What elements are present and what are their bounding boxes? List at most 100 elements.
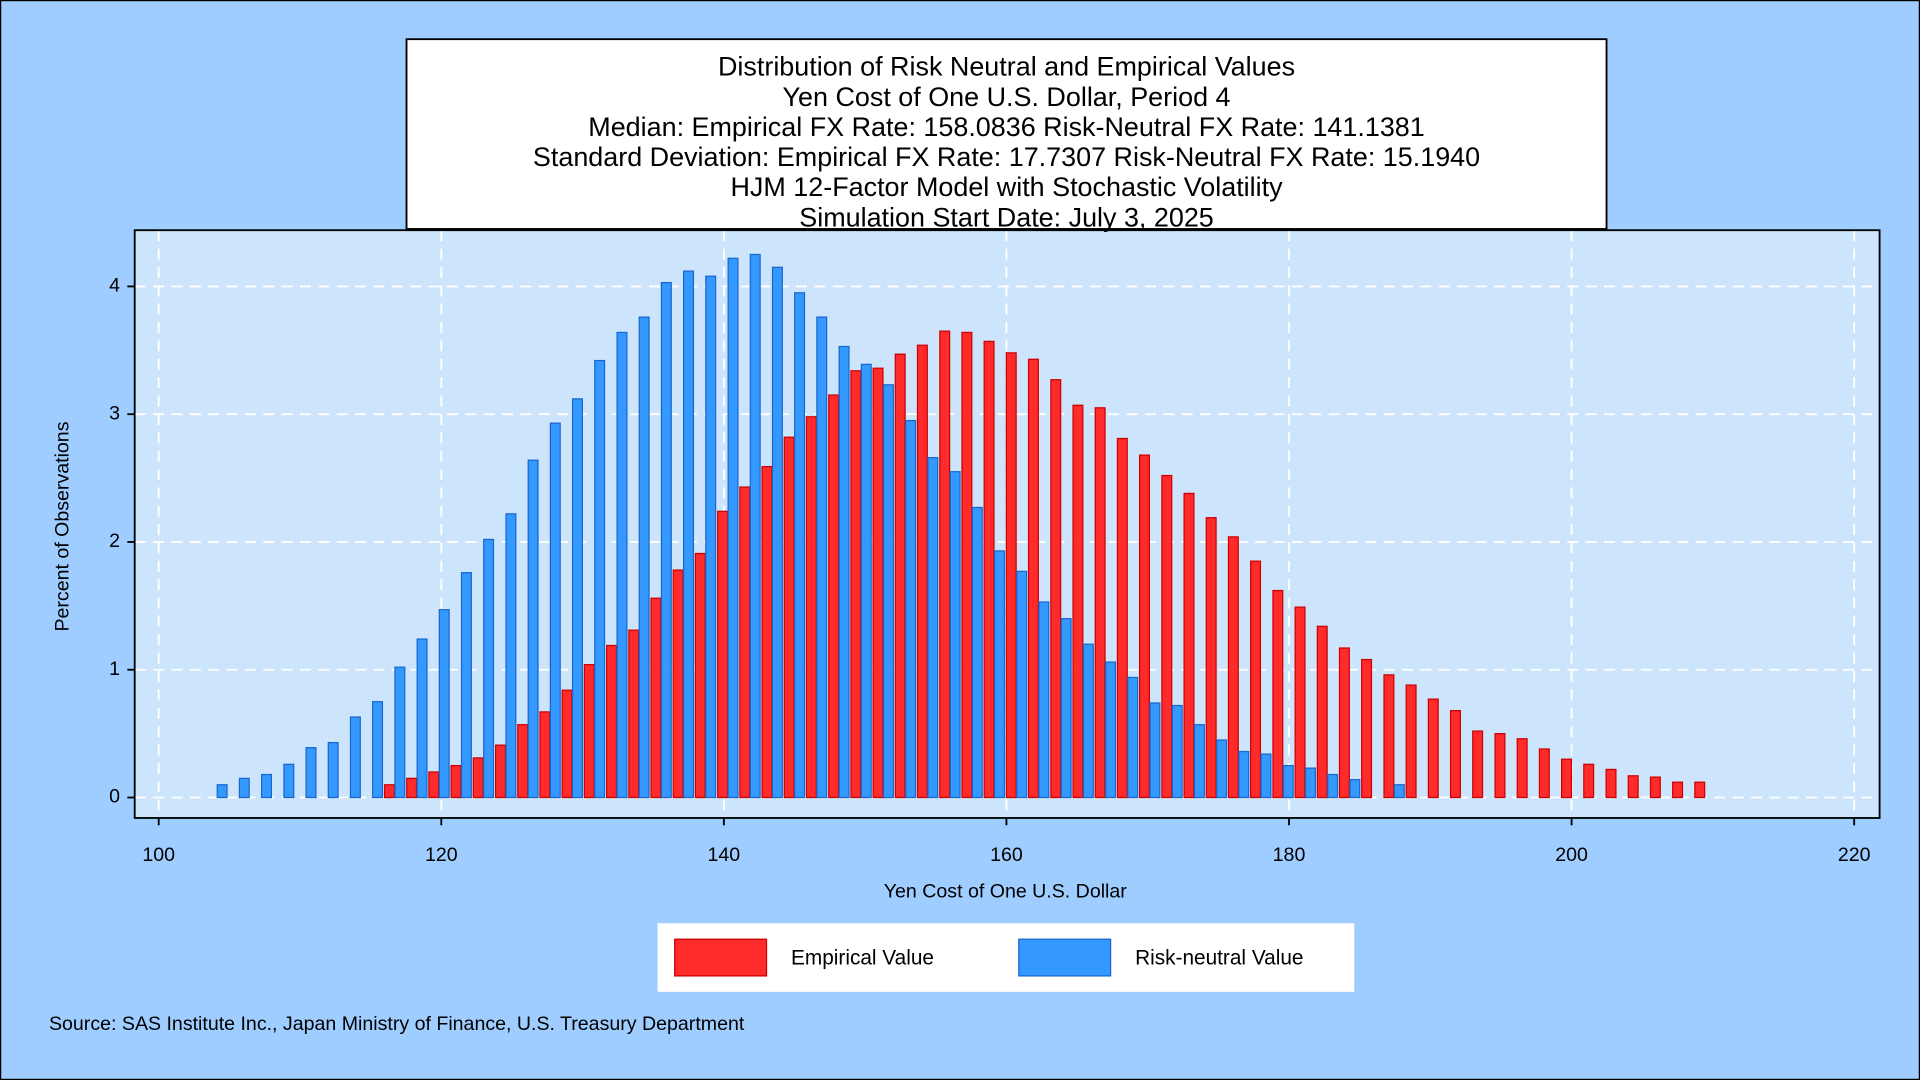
bar [238,777,250,799]
bar [1060,618,1072,799]
legend-label: Risk-neutral Value [1135,946,1303,969]
bar [394,666,406,799]
bar [872,367,884,799]
bar [383,784,395,799]
bar [1516,738,1528,799]
bar [527,459,539,799]
bar [850,370,862,799]
bar [1349,779,1361,799]
y-tick-label: 0 [109,786,120,808]
y-tick-label: 3 [109,402,120,424]
y-tick-label: 4 [109,275,120,297]
bar [694,552,706,799]
bar [1250,560,1262,799]
bar [1694,781,1706,799]
bar [1605,768,1617,799]
y-axis-label: Percent of Observations [52,421,74,631]
bar [1094,407,1106,799]
chart-title: Median: Empirical FX Rate: 158.0836 Risk… [588,112,1424,142]
legend-label: Empirical Value [791,946,934,969]
bar [650,597,662,799]
bar [1327,773,1339,799]
bar [683,270,695,799]
bar [1282,764,1294,799]
bar [1260,753,1272,799]
x-tick-label: 120 [425,844,458,866]
bar [561,689,573,799]
bar [1127,676,1139,799]
bar [216,784,228,799]
bar [260,773,273,799]
bar [1649,776,1661,799]
bar [638,316,650,799]
bar [1216,739,1228,799]
bar [483,538,495,799]
x-tick-label: 160 [990,844,1023,866]
bar [1561,758,1573,799]
bar [1227,536,1239,799]
bar [1171,704,1183,799]
x-tick-label: 220 [1838,844,1871,866]
bar [438,609,450,799]
bar [993,550,1006,799]
bar [805,416,817,799]
bar [1082,643,1094,799]
x-tick-label: 180 [1273,844,1306,866]
bar [1361,658,1373,799]
source: Source: SAS Institute Inc., Japan Minist… [49,1013,745,1035]
bar [838,345,850,799]
bar [494,744,507,799]
bar [916,344,928,799]
x-axis-label: Yen Cost of One U.S. Dollar [884,881,1128,903]
bar [1016,570,1028,799]
bar [961,331,973,799]
bar [860,363,872,799]
bar [594,359,606,799]
bar [927,457,939,799]
bar [828,394,840,799]
bar [1038,601,1050,799]
chart-title: Yen Cost of One U.S. Dollar, Period 4 [783,82,1231,112]
bar [971,506,983,799]
bar [349,716,361,799]
bar [705,275,717,799]
bar [283,763,295,799]
bar [1627,775,1639,799]
bar [1105,661,1117,799]
bar [739,486,751,799]
bar [305,747,317,799]
bar [1338,647,1350,799]
bar [727,257,739,799]
bar [1316,625,1328,799]
bar [939,330,951,799]
bar [983,340,995,799]
bar [1027,358,1039,799]
bar [517,724,529,799]
bar [1427,698,1439,799]
bar [450,764,462,799]
bar [794,292,806,799]
bar [1583,763,1595,799]
bar [416,638,428,799]
bar [1005,352,1017,799]
x-tick-label: 140 [708,844,741,866]
bar [1050,379,1062,799]
bar [749,253,761,799]
bar [1538,748,1550,799]
y-tick-label: 1 [109,658,120,680]
bar [1183,492,1195,799]
plot [134,230,1880,818]
bar [949,471,961,799]
bar [428,771,440,799]
bar [894,353,906,799]
bar [406,777,418,799]
bar [1449,710,1461,799]
chart-title: HJM 12-Factor Model with Stochastic Vola… [730,172,1283,202]
bar [628,629,640,799]
bar [1405,684,1417,799]
x-tick-label: 100 [142,844,175,866]
title-box [405,38,1608,230]
bar [660,281,672,799]
